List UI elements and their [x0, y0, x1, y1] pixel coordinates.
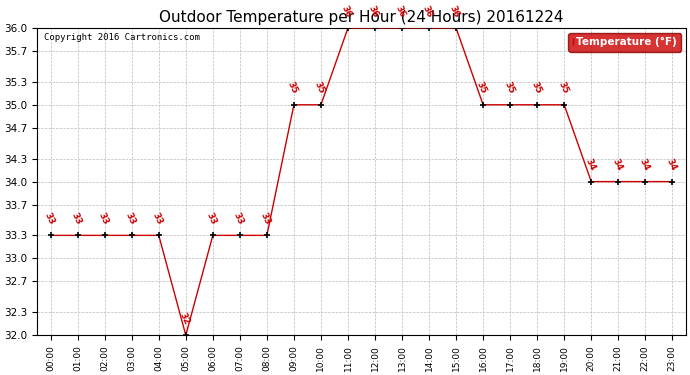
- Text: 34: 34: [610, 157, 624, 172]
- Title: Outdoor Temperature per Hour (24 Hours) 20161224: Outdoor Temperature per Hour (24 Hours) …: [159, 10, 564, 26]
- Text: 35: 35: [313, 80, 326, 96]
- Text: Copyright 2016 Cartronics.com: Copyright 2016 Cartronics.com: [43, 33, 199, 42]
- Text: 33: 33: [259, 211, 273, 226]
- Text: 32: 32: [178, 311, 191, 326]
- Text: 34: 34: [664, 157, 678, 172]
- Text: 34: 34: [583, 157, 597, 172]
- Text: 33: 33: [97, 211, 110, 226]
- Text: 35: 35: [529, 80, 542, 96]
- Text: 36: 36: [448, 4, 462, 19]
- Text: 33: 33: [150, 211, 164, 226]
- Text: 36: 36: [421, 4, 435, 19]
- Legend: Temperature (°F): Temperature (°F): [569, 33, 680, 52]
- Text: 33: 33: [70, 211, 83, 226]
- Text: 34: 34: [637, 157, 651, 172]
- Text: 33: 33: [205, 211, 218, 226]
- Text: 35: 35: [556, 80, 569, 96]
- Text: 35: 35: [502, 80, 515, 96]
- Text: 33: 33: [124, 211, 137, 226]
- Text: 36: 36: [340, 4, 353, 19]
- Text: 36: 36: [367, 4, 380, 19]
- Text: 33: 33: [43, 211, 56, 226]
- Text: 35: 35: [475, 80, 489, 96]
- Text: 35: 35: [286, 80, 299, 96]
- Text: 33: 33: [232, 211, 245, 226]
- Text: 36: 36: [394, 4, 407, 19]
